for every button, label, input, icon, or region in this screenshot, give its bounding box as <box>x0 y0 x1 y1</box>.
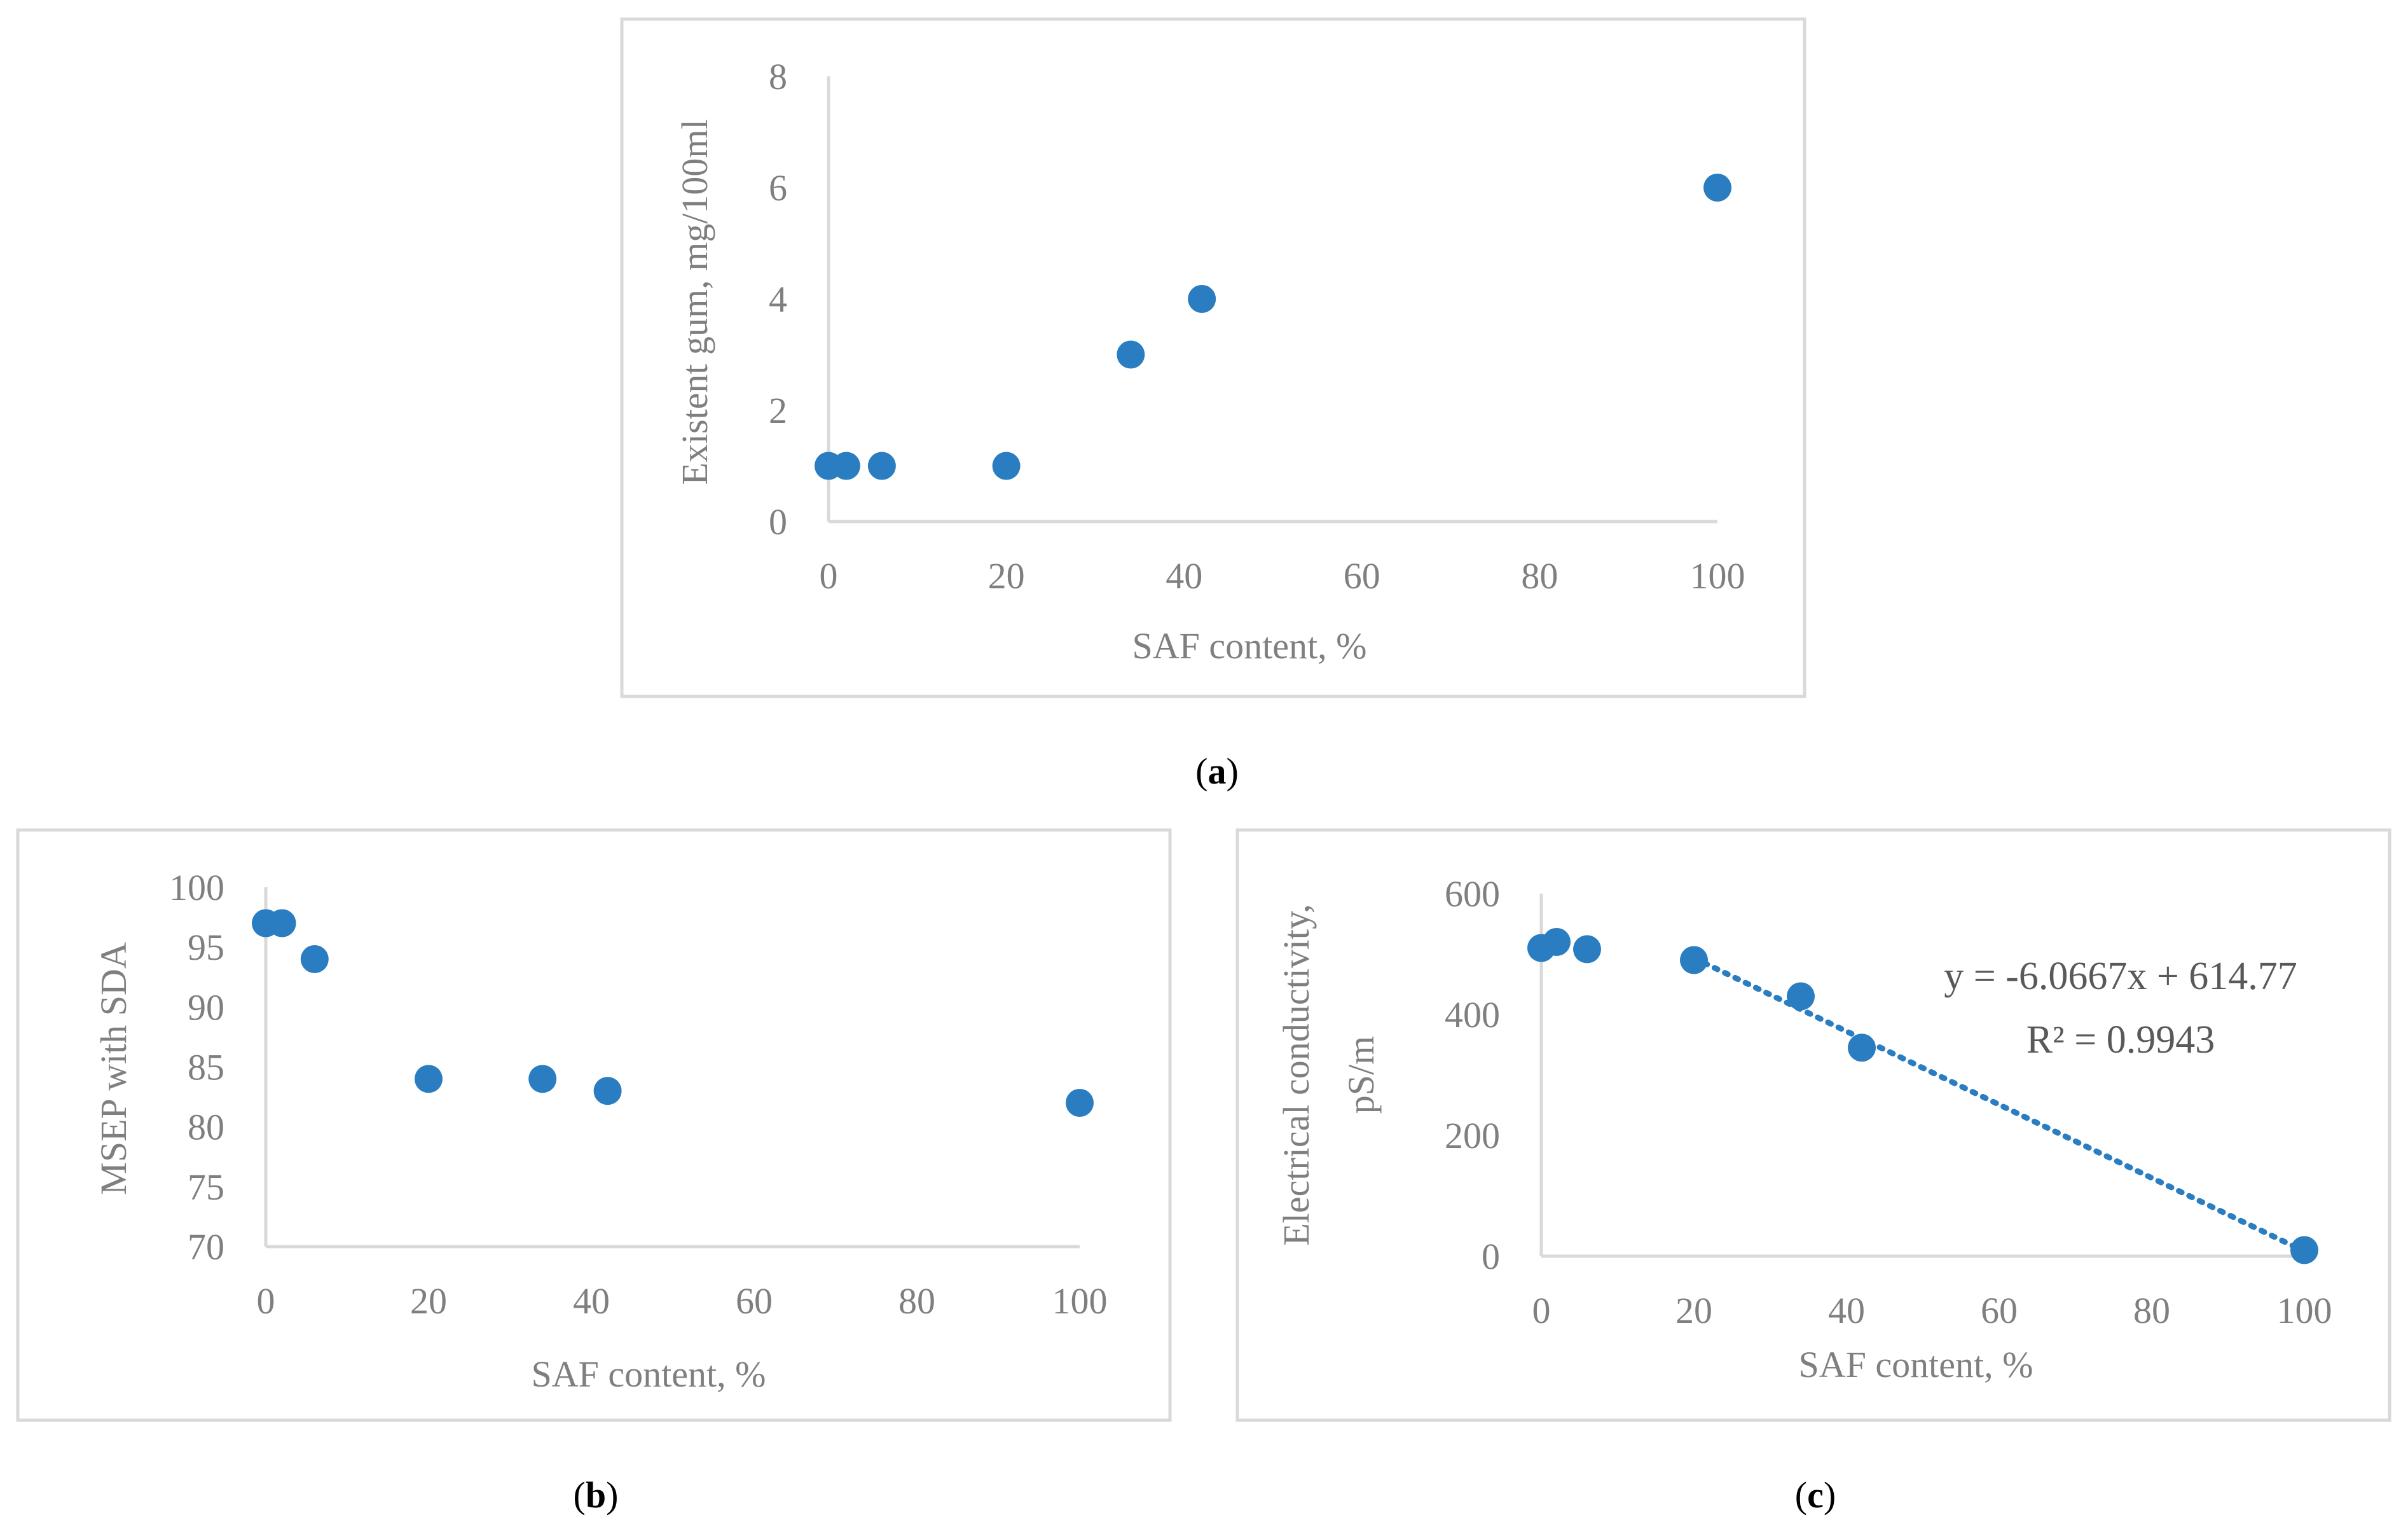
panel-a-x-tick-label: 100 <box>1690 555 1745 597</box>
panel-c-x-tick-label: 0 <box>1532 1290 1551 1331</box>
panel-a-x-tick-label: 0 <box>820 555 838 597</box>
panel-c-x-tick-label: 80 <box>2133 1290 2170 1331</box>
panel-b-data-point <box>268 909 296 937</box>
panel-c-trend-equation: y = -6.0667x + 614.77 <box>1944 955 2297 998</box>
panel-c-frame <box>1235 828 2391 1422</box>
panel-c-plot-area: 0 200 400 600 0 20 40 60 80 100 <box>1445 873 2332 1331</box>
panel-a-data-points <box>815 174 1731 480</box>
panel-b-y-tick-label: 85 <box>188 1047 224 1088</box>
panel-a-x-axis-title: SAF content, % <box>1132 625 1367 667</box>
panel-a-y-tick-label: 4 <box>769 279 787 320</box>
panel-b-caption-letter: b <box>586 1474 606 1516</box>
panel-c-y-tick-label: 600 <box>1445 873 1500 915</box>
panel-b-y-tick-label: 100 <box>169 867 224 908</box>
panel-a-y-tick-labels: 0 2 4 6 8 <box>769 56 787 543</box>
panel-c-data-point <box>1787 982 1815 1011</box>
panel-c-data-point <box>1680 946 1708 974</box>
panel-b-y-tick-label: 95 <box>188 927 224 968</box>
panel-a-plot-area: 0 2 4 6 8 0 20 40 60 80 100 <box>769 56 1745 597</box>
panel-b-x-tick-label: 100 <box>1052 1280 1108 1322</box>
panel-b-plot-area: 70 75 80 85 90 95 100 0 20 40 60 80 100 <box>169 867 1108 1322</box>
panel-a-x-tick-label: 20 <box>988 555 1025 597</box>
panel-a-frame <box>620 17 1806 698</box>
panel-c-data-point <box>2290 1236 2318 1264</box>
panel-b-y-axis-title: MSEP with SDA <box>93 942 134 1195</box>
panel-b-data-point <box>1066 1089 1094 1117</box>
panel-a-data-point <box>992 452 1021 480</box>
panel-c-y-axis-title-line-2: pS/m <box>1340 1036 1382 1114</box>
panel-c-x-tick-label: 40 <box>1828 1290 1865 1331</box>
panel-a-data-point <box>832 452 860 480</box>
panel-c-data-point <box>1543 928 1571 956</box>
panel-b-frame <box>16 828 1172 1422</box>
panel-b-data-point <box>300 945 329 973</box>
panel-a-y-axis-title: Existent gum, mg/100ml <box>674 119 715 485</box>
panel-c-data-point <box>1848 1034 1876 1062</box>
panel-c-y-tick-label: 200 <box>1445 1115 1500 1156</box>
panel-a-y-tick-label: 8 <box>769 56 787 97</box>
panel-c-x-tick-labels: 0 20 40 60 80 100 <box>1532 1290 2332 1331</box>
panel-b-x-tick-label: 0 <box>257 1280 275 1322</box>
panel-b-data-point <box>415 1065 443 1093</box>
panel-c-y-axis-title-line-1: Electrical conductivity, <box>1276 904 1317 1245</box>
panel-b-x-tick-label: 20 <box>410 1280 447 1322</box>
panel-b-x-tick-label: 40 <box>573 1280 610 1322</box>
panel-c-caption-letter: c <box>1807 1474 1824 1516</box>
panel-a-data-point <box>1703 174 1731 202</box>
panel-b-y-tick-label: 70 <box>188 1226 224 1268</box>
panel-b-data-point <box>528 1065 557 1093</box>
panel-b-y-tick-label: 80 <box>188 1107 224 1148</box>
panel-a: 0 2 4 6 8 0 20 40 60 80 100 SAF content, % Existe… <box>620 17 1806 698</box>
panel-b-y-tick-label: 90 <box>188 986 224 1028</box>
panel-a-data-point <box>1117 340 1145 369</box>
panel-a-y-tick-label: 6 <box>769 167 787 209</box>
panel-c-x-axis-title: SAF content, % <box>1799 1344 2033 1385</box>
panel-a-y-tick-label: 2 <box>769 390 787 431</box>
panel-a-caption-letter: a <box>1208 751 1227 792</box>
panel-a-x-tick-label: 40 <box>1166 555 1202 597</box>
panel-b-x-tick-labels: 0 20 40 60 80 100 <box>257 1280 1108 1322</box>
panel-a-x-tick-label: 60 <box>1344 555 1380 597</box>
panel-c-x-tick-label: 100 <box>2277 1290 2332 1331</box>
panel-b-data-points <box>252 909 1094 1117</box>
panel-b-x-axis-title: SAF content, % <box>532 1353 766 1395</box>
panel-a-x-tick-label: 80 <box>1521 555 1558 597</box>
panel-c-x-tick-label: 60 <box>1981 1290 2018 1331</box>
panel-a-x-tick-labels: 0 20 40 60 80 100 <box>820 555 1745 597</box>
panel-c-trend-r-squared: R² = 0.9943 <box>2026 1018 2215 1062</box>
panel-c-y-tick-label: 400 <box>1445 994 1500 1035</box>
panel-b-data-point <box>593 1077 622 1105</box>
panel-c-x-tick-label: 20 <box>1675 1290 1712 1331</box>
panel-b-y-tick-labels: 70 75 80 85 90 95 100 <box>169 867 224 1268</box>
panel-c-caption: (c) <box>1795 1474 1836 1516</box>
panel-c-data-points <box>1527 928 2318 1264</box>
panel-a-data-point <box>1188 285 1216 313</box>
panel-a-data-point <box>867 452 896 480</box>
panel-b-caption: (b) <box>574 1474 619 1516</box>
panel-c-data-point <box>1573 935 1601 964</box>
panel-c: 0 200 400 600 0 20 40 60 80 100 y = -6.0667x + 6… <box>1235 828 2391 1422</box>
panel-a-y-tick-label: 0 <box>769 501 787 543</box>
panel-b-x-tick-label: 80 <box>898 1280 935 1322</box>
panel-b-y-tick-label: 75 <box>188 1166 224 1208</box>
panel-b: 70 75 80 85 90 95 100 0 20 40 60 80 100 SAF content… <box>16 828 1172 1422</box>
panel-c-y-tick-label: 0 <box>1482 1236 1500 1277</box>
panel-c-y-tick-labels: 0 200 400 600 <box>1445 873 1500 1277</box>
panel-a-caption: (a) <box>1195 751 1239 792</box>
panel-b-x-tick-label: 60 <box>736 1280 773 1322</box>
